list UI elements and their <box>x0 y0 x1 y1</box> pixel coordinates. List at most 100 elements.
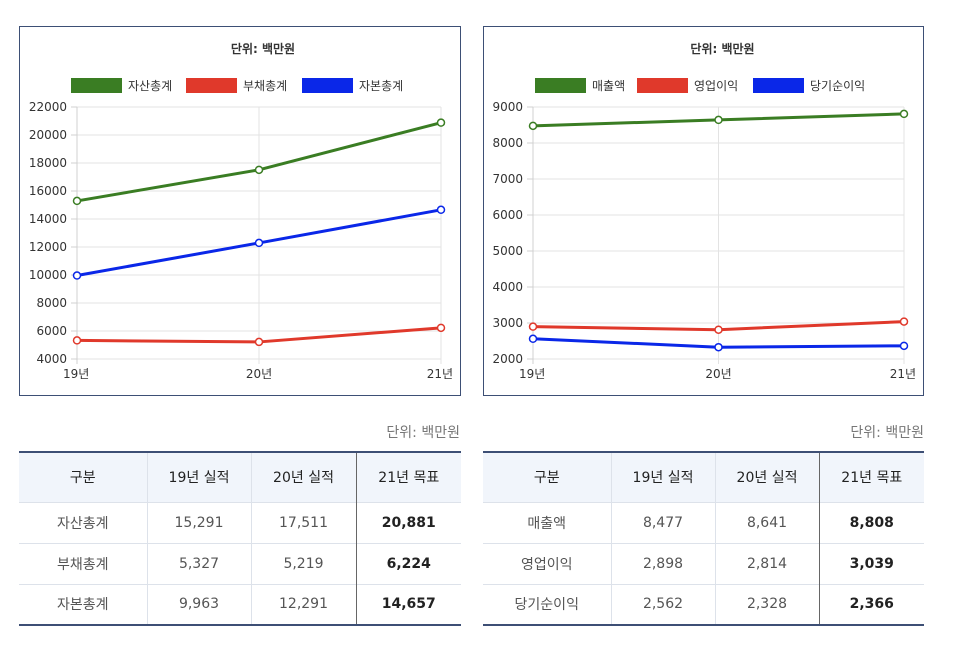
y-tick-label: 4000 <box>492 280 523 294</box>
y-tick-label: 8000 <box>36 296 67 310</box>
cell-20: 8,641 <box>714 502 819 543</box>
data-point <box>899 341 909 351</box>
cell-21-target: 20,881 <box>355 502 461 543</box>
data-point <box>254 238 264 248</box>
data-point <box>72 271 82 280</box>
y-tick-label: 10000 <box>29 268 67 282</box>
table-header-category: 구분 <box>533 470 560 487</box>
x-tick-label: 20년 <box>246 367 272 381</box>
legend-swatch-2 <box>186 78 237 93</box>
legend-label-2: 부채총계 <box>243 79 287 93</box>
legend-swatch-2 <box>637 78 688 93</box>
cell-20: 12,291 <box>250 584 356 625</box>
data-point <box>714 342 723 352</box>
chart-title: 단위: 백만원 <box>690 41 754 56</box>
cell-19: 8,477 <box>610 502 715 543</box>
table-row: 부채총계 5,327 5,219 6,224 <box>19 543 461 584</box>
table-header-row: 구분 19년 실적 20년 실적 21년 목표 <box>483 452 924 502</box>
table-header-21-target: 21년 목표 <box>818 452 924 502</box>
row-label: 영업이익 <box>520 556 573 573</box>
row-label: 자본총계 <box>56 597 109 614</box>
table-header-category: 구분 <box>69 470 96 487</box>
legend-label-1: 자산총계 <box>128 79 172 93</box>
data-point <box>714 325 723 334</box>
table-header-19: 19년 실적 <box>146 452 251 502</box>
data-point <box>436 323 446 333</box>
cell-21-target: 2,366 <box>818 584 924 625</box>
cell-21-target: 14,657 <box>355 584 461 625</box>
cell-19: 2,898 <box>610 543 715 584</box>
y-tick-label: 14000 <box>29 212 67 226</box>
data-point <box>72 196 82 206</box>
y-tick-label: 22000 <box>29 100 67 114</box>
legend-label-3: 자본총계 <box>359 79 403 93</box>
table-header-20: 20년 실적 <box>250 452 356 502</box>
cell-20: 5,219 <box>250 543 356 584</box>
y-tick-label: 9000 <box>492 100 523 114</box>
table-row: 자본총계 9,963 12,291 14,657 <box>19 584 461 625</box>
balance-table: 구분 19년 실적 20년 실적 21년 목표 자산총계 15,291 17,5… <box>19 451 461 626</box>
table-header-20: 20년 실적 <box>714 452 819 502</box>
cell-21-target: 6,224 <box>355 543 461 584</box>
table-row: 당기순이익 2,562 2,328 2,366 <box>483 584 924 625</box>
legend-label-3: 당기순이익 <box>810 79 865 93</box>
y-tick-label: 3000 <box>492 316 523 330</box>
y-tick-label: 5000 <box>492 244 523 258</box>
x-tick-label: 21년 <box>427 367 453 381</box>
y-tick-label: 6000 <box>492 208 523 222</box>
data-point <box>899 109 909 119</box>
legend-label-2: 영업이익 <box>694 79 738 93</box>
table-row: 매출액 8,477 8,641 8,808 <box>483 502 924 543</box>
data-point <box>714 115 723 125</box>
data-point <box>72 336 82 345</box>
data-point <box>436 118 446 127</box>
legend-swatch-3 <box>753 78 804 93</box>
data-point <box>899 317 909 326</box>
chart-title: 단위: 백만원 <box>231 41 295 56</box>
y-tick-label: 7000 <box>492 172 523 186</box>
income-chart: 단위: 백만원 매출액 영업이익 당기순이익 2000 3000 4000 5000 6000 7… <box>483 26 924 396</box>
x-tick-label: 19년 <box>63 367 89 381</box>
y-tick-label: 2000 <box>492 352 523 366</box>
y-tick-label: 4000 <box>36 352 67 366</box>
data-point <box>528 322 538 331</box>
income-table-unit: 단위: 백만원 <box>850 425 924 441</box>
x-tick-label: 20년 <box>705 367 731 381</box>
cell-19: 5,327 <box>146 543 251 584</box>
income-table: 구분 19년 실적 20년 실적 21년 목표 매출액 8,477 8,641 … <box>483 451 924 626</box>
cell-19: 15,291 <box>146 502 251 543</box>
x-tick-label: 21년 <box>890 367 916 381</box>
data-point <box>528 121 538 131</box>
table-header-19: 19년 실적 <box>610 452 715 502</box>
y-tick-label: 16000 <box>29 184 67 198</box>
cell-20: 17,511 <box>250 502 356 543</box>
row-label: 당기순이익 <box>514 597 579 614</box>
data-point <box>528 334 538 344</box>
x-tick-label: 19년 <box>519 367 545 381</box>
data-point <box>436 205 446 215</box>
y-tick-label: 8000 <box>492 136 523 150</box>
legend-swatch-1 <box>71 78 122 93</box>
row-label: 자산총계 <box>56 515 109 532</box>
cell-19: 9,963 <box>146 584 251 625</box>
data-point <box>254 165 264 175</box>
y-tick-label: 12000 <box>29 240 67 254</box>
row-label: 부채총계 <box>56 556 109 573</box>
cell-21-target: 8,808 <box>818 502 924 543</box>
row-label: 매출액 <box>527 515 567 532</box>
legend-swatch-1 <box>535 78 586 93</box>
cell-21-target: 3,039 <box>818 543 924 584</box>
table-row: 자산총계 15,291 17,511 20,881 <box>19 502 461 543</box>
table-row: 영업이익 2,898 2,814 3,039 <box>483 543 924 584</box>
balance-table-unit: 단위: 백만원 <box>386 425 460 441</box>
y-tick-label: 20000 <box>29 128 67 142</box>
data-point <box>254 337 264 347</box>
legend-swatch-3 <box>302 78 353 93</box>
y-tick-label: 6000 <box>36 324 67 338</box>
cell-20: 2,328 <box>714 584 819 625</box>
cell-19: 2,562 <box>610 584 715 625</box>
table-header-row: 구분 19년 실적 20년 실적 21년 목표 <box>19 452 461 502</box>
